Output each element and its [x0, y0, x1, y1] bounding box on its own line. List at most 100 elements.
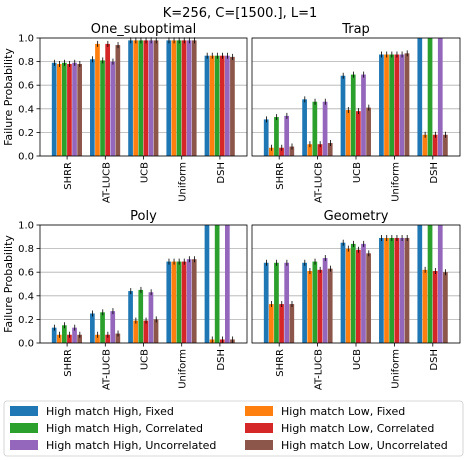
bar: [133, 320, 139, 343]
subplot-one-suboptimal: One_suboptimal 0.0 0.2 0.4 0.6 0.8 1.0Failure …: [2, 22, 248, 203]
subplot-title: Poly: [130, 209, 157, 224]
y-tick-label: 1.0: [18, 34, 34, 45]
legend-item: High match High, Correlated: [10, 422, 203, 435]
legend-label: High match Low, Uncorrelated: [281, 439, 448, 452]
x-tick-label: SHRR: [63, 162, 74, 190]
y-tick-label: 0.4: [18, 104, 34, 115]
x-tick-label: Uniform: [178, 162, 189, 202]
bar: [361, 74, 366, 156]
bar: [274, 262, 279, 343]
bar: [274, 117, 279, 156]
axes-frame: [251, 224, 461, 344]
bar: [263, 262, 269, 343]
x-tick-label: UCB: [352, 349, 363, 370]
legend-frame: [3, 400, 464, 457]
bar: [209, 55, 215, 157]
bar: [143, 40, 149, 156]
bar: [62, 62, 67, 156]
legend-item: High match High, Uncorrelated: [10, 439, 216, 452]
legend-swatch: [10, 406, 38, 416]
bar: [422, 269, 428, 343]
legend-label: High match High, Correlated: [46, 422, 203, 435]
bar: [67, 63, 72, 156]
x-tick-label: Uniform: [390, 349, 401, 389]
bar: [432, 271, 438, 343]
subplot-title: One_suboptimal: [91, 22, 196, 37]
bar: [77, 334, 82, 343]
bar: [389, 54, 394, 156]
bar: [268, 304, 274, 343]
bar: [422, 134, 428, 156]
legend-label: High match Low, Correlated: [281, 422, 434, 435]
bar: [427, 38, 433, 156]
legend-swatch: [245, 440, 273, 450]
bar: [153, 319, 159, 343]
bar: [72, 62, 77, 156]
bar: [138, 40, 144, 156]
figure-title: K=256, C=[1500.], L=1: [163, 6, 318, 21]
bar: [214, 55, 220, 157]
bar: [302, 99, 307, 156]
bar: [268, 147, 274, 156]
bar: [317, 269, 323, 343]
bar: [224, 225, 230, 343]
y-tick-label: 0.2: [18, 315, 34, 326]
bar: [404, 237, 410, 343]
bar: [90, 59, 95, 156]
bar: [56, 63, 62, 156]
y-tick-label: 0.6: [18, 268, 34, 279]
bar: [322, 258, 328, 343]
bar: [115, 333, 121, 343]
bar: [345, 248, 351, 343]
bar: [317, 144, 323, 156]
x-tick-label: UCB: [140, 349, 151, 370]
y-tick-label: 0.0: [18, 152, 34, 163]
bar: [214, 225, 220, 343]
legend-swatch: [245, 406, 273, 416]
bar: [166, 261, 172, 343]
bar: [176, 40, 182, 156]
bar: [166, 40, 172, 156]
x-tick-label: Uniform: [178, 349, 189, 389]
x-tick-label: DSH: [429, 162, 440, 184]
bar: [307, 271, 313, 343]
axes-frame: [39, 37, 248, 157]
bar: [417, 225, 423, 343]
subplot-title: Geometry: [324, 209, 389, 224]
bar: [404, 53, 410, 157]
bar: [322, 101, 328, 156]
bar: [384, 54, 389, 156]
bar: [90, 313, 95, 343]
bar: [284, 262, 290, 343]
bar: [186, 40, 192, 156]
bar: [128, 40, 133, 156]
axes-frame: [39, 224, 248, 344]
bar: [67, 334, 72, 343]
bar: [77, 63, 82, 156]
bar: [100, 312, 105, 343]
bar: [100, 60, 105, 156]
bar: [437, 225, 443, 343]
legend-swatch: [245, 423, 273, 433]
bar: [284, 115, 290, 156]
bar: [230, 56, 235, 156]
bar: [133, 40, 139, 156]
bar: [427, 225, 433, 343]
bar: [51, 327, 57, 343]
bar: [345, 109, 351, 156]
bar: [219, 55, 225, 157]
bar: [366, 253, 371, 343]
bar: [176, 261, 182, 343]
bar: [56, 334, 62, 343]
bar: [361, 243, 366, 343]
bar: [312, 101, 318, 156]
bar: [432, 134, 438, 156]
bar: [224, 55, 230, 157]
x-tick-label: SHRR: [63, 349, 74, 377]
bar: [191, 259, 197, 343]
bar: [204, 225, 210, 343]
y-axis-label: Failure Probability: [2, 235, 15, 333]
bar: [105, 43, 110, 156]
